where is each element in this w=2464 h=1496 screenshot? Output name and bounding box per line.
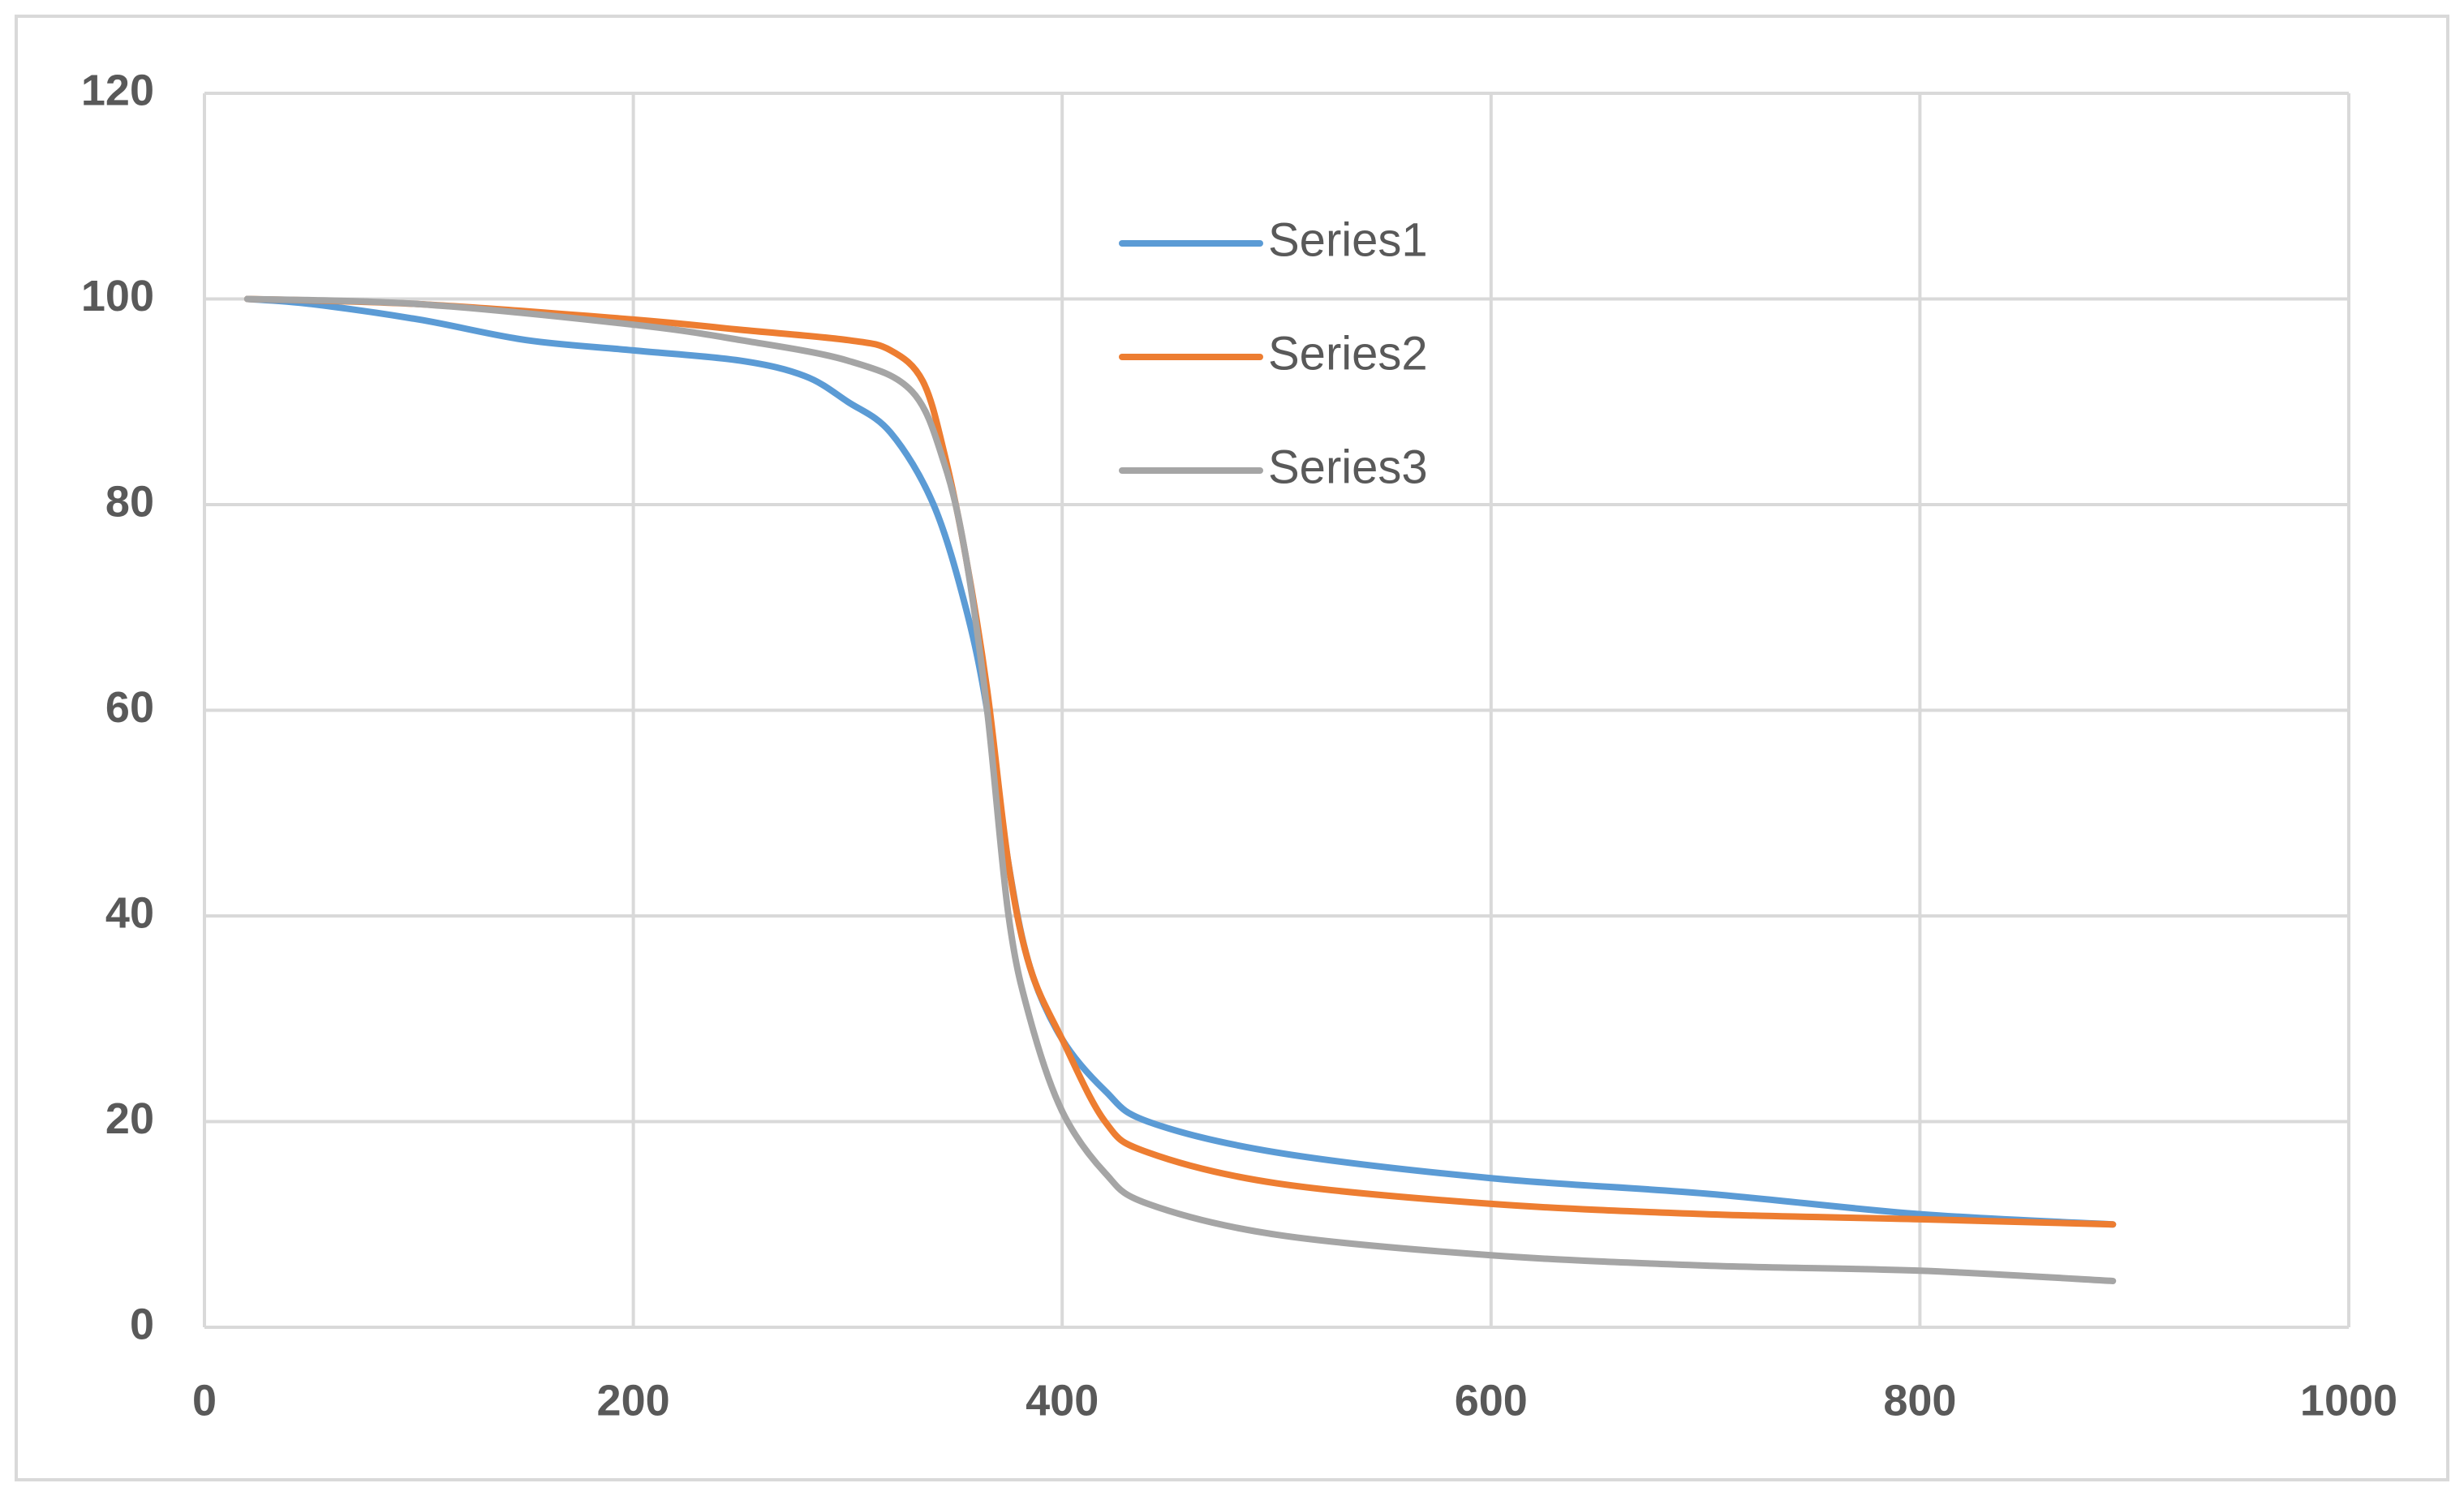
- x-tick-label: 1000: [2300, 1376, 2397, 1425]
- y-tick-label: 80: [105, 477, 154, 526]
- y-tick-label: 20: [105, 1094, 154, 1143]
- chart-border: [15, 15, 2449, 1481]
- x-tick-label: 800: [1883, 1376, 1956, 1425]
- x-tick-label: 0: [192, 1376, 217, 1425]
- y-tick-label: 60: [105, 683, 154, 732]
- series-line: [243, 295, 2117, 1228]
- legend-label: Series2: [1268, 327, 1428, 380]
- y-tick-label: 40: [105, 888, 154, 937]
- x-tick-label: 400: [1026, 1376, 1099, 1425]
- legend-label: Series1: [1268, 213, 1428, 266]
- y-tick-label: 100: [81, 272, 154, 320]
- y-tick-label: 120: [81, 66, 154, 114]
- x-tick-label: 200: [597, 1376, 670, 1425]
- legend-label: Series3: [1268, 441, 1428, 493]
- series-line: [243, 295, 2117, 1284]
- y-tick-label: 0: [130, 1300, 154, 1348]
- x-tick-label: 600: [1455, 1376, 1528, 1425]
